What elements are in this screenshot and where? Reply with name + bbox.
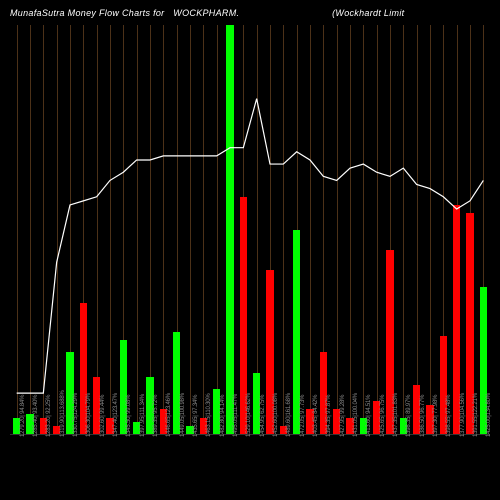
x-label: 1489.60|161.68% <box>286 393 292 437</box>
x-label: 1386.50| 96.77% <box>420 395 426 437</box>
x-label: 1431.05|100.04% <box>353 393 359 437</box>
x-label: 1495.05|111.47% <box>233 394 239 437</box>
x-label: 1449.05|100.98% <box>180 393 186 437</box>
x-label: 1302.60| 99.44% <box>100 395 106 437</box>
line-overlay <box>10 25 490 434</box>
x-label: 1397.95|111.34% <box>140 394 146 437</box>
x-label: 1377.90|104.56% <box>460 393 466 437</box>
x-label: 1454.95| 62.75% <box>260 395 266 437</box>
title-ticker: WOCKPHARM. <box>173 8 239 18</box>
x-label: 1347.40|123.47% <box>113 393 119 437</box>
x-label: 1398.35| 89.97% <box>406 395 412 437</box>
chart-title: MunafaSutra Money Flow Charts for WOCKPH… <box>10 8 404 18</box>
x-label: 1452.60|100.08% <box>273 393 279 437</box>
x-label: 1330.75|124.29% <box>73 393 79 437</box>
x-label: 1427.95| 99.28% <box>340 395 346 437</box>
x-label: 1397.30| 77.98% <box>433 395 439 437</box>
x-label: 1529.10|146.62% <box>246 393 252 437</box>
x-label: 1398.55| 97.48% <box>446 395 452 437</box>
x-label: 1482.80| 94.14% <box>220 395 226 437</box>
x-axis-labels: 1279.20| 94.84%1285.40| 93.40%1283.20| 9… <box>10 435 490 500</box>
x-label: 1446.65|123.46% <box>166 393 172 437</box>
x-label: 1389.35| 95.72% <box>153 395 159 437</box>
x-label: 1283.20| 92.25% <box>46 395 52 437</box>
title-mid: Money Flow Charts for <box>68 8 165 18</box>
x-label: 1435.65| 97.34% <box>193 395 199 437</box>
x-label: 1403.45| 84.42% <box>313 395 319 437</box>
x-label: 1306.30|104.79% <box>86 393 92 437</box>
x-label: 1394.35| 97.87% <box>326 395 332 437</box>
title-company: (Wockhardt Limit <box>332 8 404 18</box>
x-label: 1472.05| 97.73% <box>300 395 306 437</box>
x-label: 1463.15|110.30% <box>206 394 212 438</box>
x-label: 1425.65| 96.75% <box>380 395 386 437</box>
x-label: 1437.35|101.83% <box>393 393 399 437</box>
x-label: 1391.55|122.21% <box>473 393 479 437</box>
x-label: 1279.20| 94.84% <box>20 395 26 437</box>
x-label: 1285.40| 93.40% <box>33 395 39 437</box>
x-label: 1425.00|134.80% <box>486 393 492 437</box>
money-flow-line <box>17 99 484 393</box>
x-label: 1345.50| 99.08% <box>126 395 132 437</box>
title-prefix: MunafaSutra <box>10 8 65 18</box>
x-label: 1413.60| 94.51% <box>366 395 372 437</box>
x-label: 1319.90|113.688% <box>60 390 66 437</box>
chart-area <box>10 25 490 435</box>
